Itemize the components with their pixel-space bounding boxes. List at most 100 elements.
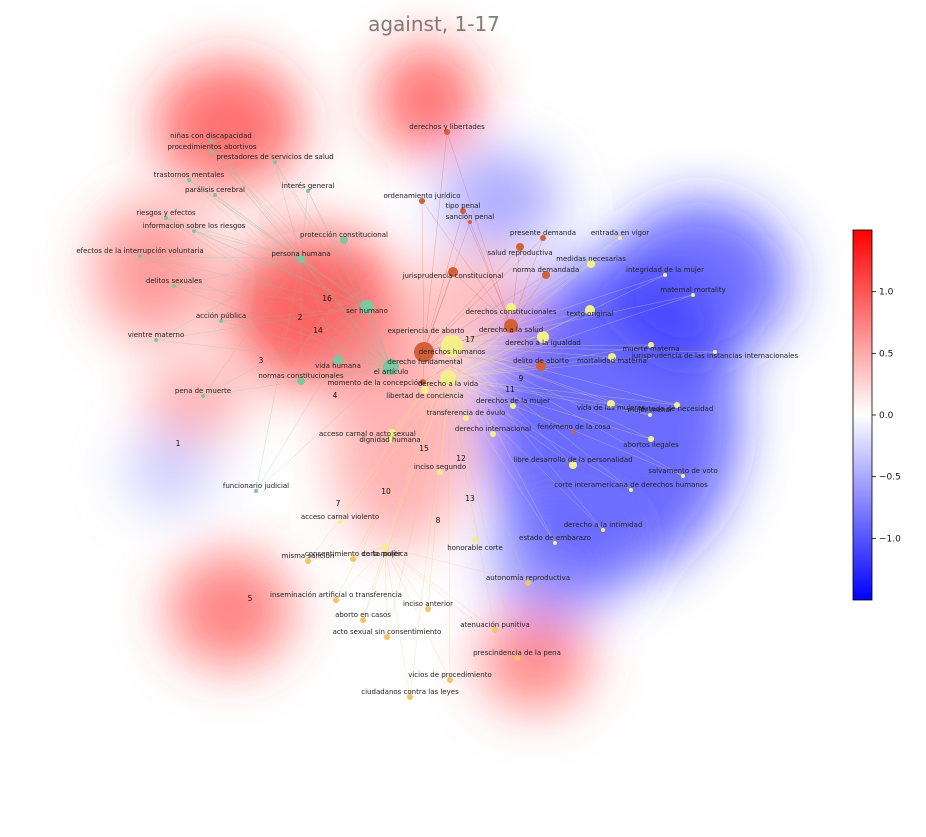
node-mortalidad-materna (608, 353, 616, 361)
node-label: normas constitucionales (258, 372, 344, 380)
node-label: delitos sexuales (146, 277, 202, 285)
edge (451, 294, 694, 347)
node-salud-reproductiva (516, 243, 524, 251)
node-label: vicios de procedimiento (408, 671, 492, 679)
edge (300, 258, 368, 308)
node-transferencia-de-ovulo (463, 415, 469, 421)
edge (300, 306, 368, 382)
edge (451, 345, 514, 407)
node-layer (138, 129, 717, 700)
edge (447, 336, 544, 379)
node-label: misma sanción (282, 552, 335, 560)
edge (447, 351, 716, 379)
edge (462, 210, 512, 327)
node-label: maternal mortality (660, 286, 726, 294)
node-label: sanción penal (446, 213, 495, 221)
edge (307, 190, 392, 368)
heat-blob (168, 552, 292, 668)
edge (211, 151, 368, 308)
cluster-number: 16 (322, 294, 332, 303)
edge (451, 345, 652, 440)
node-acceso-carnal-o-acto-sexual (388, 429, 396, 437)
node-label: procedimientos abortivos (167, 143, 256, 151)
edge (447, 377, 494, 435)
heat-blob (490, 500, 630, 620)
cluster-number: 15 (419, 444, 429, 453)
node-ordenamiento-juridico (419, 198, 425, 204)
node-label: derecho a la intimidad (564, 521, 643, 529)
node-proteccion-constitucional (340, 236, 348, 244)
edge (173, 258, 302, 287)
chart-title: against, 1-17 (368, 12, 500, 36)
node-label: acceso carnal o acto sexual (319, 430, 416, 438)
node-norma-demandada (542, 271, 550, 279)
edge (451, 345, 716, 353)
edge (447, 377, 651, 416)
colorbar-tick-label: 0.5 (879, 349, 893, 359)
node-label: vida humana (315, 362, 361, 370)
cluster-number: 1 (176, 439, 181, 448)
edge (451, 345, 613, 358)
node-vientre-materno (154, 338, 158, 342)
node-acto-sexual-sin-consentimiento (384, 634, 390, 640)
edge-layer (139, 131, 716, 698)
edge (366, 306, 392, 368)
edge (423, 221, 471, 353)
edge (451, 274, 666, 347)
edge (173, 285, 392, 368)
node-label: derechos constitucionales (465, 308, 556, 316)
edge (352, 377, 449, 560)
colorbar-tick-label: 1.0 (879, 288, 894, 298)
node-label: estado de embarazo (519, 534, 591, 542)
node-misma-sancion (305, 558, 311, 564)
node-label: inseminación artificial o transferencia (270, 591, 402, 599)
edge (447, 307, 512, 379)
node-label: libertad de conciencia (386, 392, 463, 400)
node-label: delito de aborto (513, 357, 569, 365)
heat-blob (480, 610, 590, 710)
edge (343, 239, 368, 308)
edge (255, 258, 302, 492)
node-paralisis-cerebral (213, 193, 217, 197)
node-label: entrada en vigor (591, 229, 649, 237)
heat-blob (330, 330, 470, 550)
node-efectos-de-la-interrupcion-voluntaria (138, 254, 142, 258)
edge (421, 200, 512, 327)
colorbar: 1.0 0.5 0.0 −0.5 −1.0 (852, 229, 901, 601)
edge (384, 377, 449, 548)
edge (188, 179, 368, 308)
node-label: derechos y libertades (409, 123, 485, 131)
edge (384, 546, 451, 681)
node-estado-de-embarazo (553, 541, 557, 545)
node-integridad-de-la-mujer (663, 273, 667, 277)
cluster-number: 2 (298, 313, 303, 322)
colorbar-tick-label: −1.0 (879, 534, 901, 544)
heat-blob (375, 45, 479, 155)
node-derechos-constitucionales (506, 303, 516, 313)
cluster-number: 13 (465, 494, 475, 503)
edge (255, 306, 368, 492)
edge (510, 274, 547, 327)
node-salvamento-de-voto (681, 474, 685, 478)
edge (193, 230, 368, 308)
node-label: pena de muerte (175, 387, 231, 395)
edge (451, 345, 604, 531)
node-label: jurisprudencia de las instancias interna… (631, 352, 799, 360)
node-riesgos-y-efectos (164, 216, 168, 220)
edge (165, 217, 392, 368)
node-label: informacion sobre los riesgos (143, 222, 246, 230)
edge (300, 258, 386, 373)
edge (339, 377, 449, 523)
node-accion-publica (219, 319, 223, 323)
node-label: acceso carnal violento (301, 513, 379, 521)
edge (451, 237, 621, 347)
node-label: derecho internacional (455, 425, 531, 433)
edge (423, 351, 542, 367)
node-derecho-a-la-salud (504, 319, 518, 333)
node-informacion-sobre-los-riesgos (192, 229, 196, 233)
edge (384, 546, 429, 610)
cluster-number: 8 (436, 516, 441, 525)
edge (300, 190, 309, 260)
edge (423, 351, 575, 433)
edge (335, 377, 449, 601)
